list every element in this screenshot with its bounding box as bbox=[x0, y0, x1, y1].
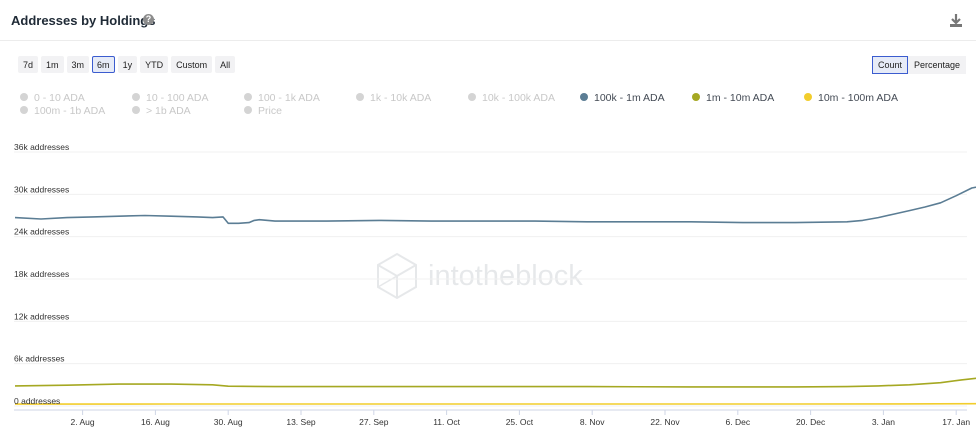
count-button[interactable]: Count bbox=[872, 56, 909, 74]
y-tick-label: 30k addresses bbox=[14, 184, 69, 194]
y-tick-label: 36k addresses bbox=[14, 142, 69, 152]
legend-dot-icon bbox=[20, 93, 28, 101]
legend-item[interactable]: 100k - 1m ADA bbox=[580, 92, 665, 104]
x-tick-label: 16. Aug bbox=[141, 417, 170, 427]
legend-dot-icon bbox=[244, 93, 252, 101]
legend-label: 100k - 1m ADA bbox=[594, 92, 665, 104]
x-tick-label: 30. Aug bbox=[214, 417, 243, 427]
x-tick-label: 27. Sep bbox=[359, 417, 389, 427]
legend-dot-icon bbox=[356, 93, 364, 101]
legend-item[interactable]: 10m - 100m ADA bbox=[804, 92, 898, 104]
series-line[interactable] bbox=[14, 377, 976, 388]
legend-dot-icon bbox=[132, 93, 140, 101]
legend-item[interactable]: 10k - 100k ADA bbox=[468, 92, 555, 104]
legend-label: 0 - 10 ADA bbox=[34, 92, 85, 104]
legend-dot-icon bbox=[468, 93, 476, 101]
legend-label: 100 - 1k ADA bbox=[258, 92, 320, 104]
chart-legend: 0 - 10 ADA 10 - 100 ADA 100 - 1k ADA 1k - 1… bbox=[0, 92, 976, 122]
mode-button-group: Count Percentage bbox=[872, 56, 967, 74]
x-tick-label: 22. Nov bbox=[650, 417, 680, 427]
intotheblock-watermark: intotheblock bbox=[377, 252, 583, 300]
legend-item[interactable]: 1k - 10k ADA bbox=[356, 92, 431, 104]
range-button-3m[interactable]: 3m bbox=[66, 56, 90, 73]
legend-dot-icon bbox=[132, 106, 140, 114]
legend-label: 1k - 10k ADA bbox=[370, 92, 432, 104]
x-tick-label: 6. Dec bbox=[726, 417, 751, 427]
legend-label: 10m - 100m ADA bbox=[818, 92, 898, 104]
legend-item[interactable]: 10 - 100 ADA bbox=[132, 92, 208, 104]
x-tick-label: 8. Nov bbox=[580, 417, 605, 427]
range-button-7d[interactable]: 7d bbox=[18, 56, 39, 73]
legend-dot-icon bbox=[244, 106, 252, 114]
range-button-ytd[interactable]: YTD bbox=[140, 56, 169, 73]
legend-item[interactable]: 0 - 10 ADA bbox=[20, 92, 85, 104]
legend-dot-icon bbox=[580, 93, 588, 101]
legend-dot-icon bbox=[20, 106, 28, 114]
y-tick-label: 12k addresses bbox=[14, 311, 69, 321]
series-line[interactable] bbox=[14, 185, 976, 225]
legend-label: > 1b ADA bbox=[146, 105, 191, 117]
x-tick-label: 11. Oct bbox=[433, 417, 460, 427]
x-tick-label: 25. Oct bbox=[506, 417, 534, 427]
x-tick-label: 13. Sep bbox=[286, 417, 316, 427]
range-button-custom[interactable]: Custom bbox=[171, 56, 213, 73]
legend-label: 1m - 10m ADA bbox=[706, 92, 775, 104]
x-tick-label: 2. Aug bbox=[71, 417, 95, 427]
watermark-text: intotheblock bbox=[428, 260, 583, 292]
y-tick-label: 0 addresses bbox=[14, 396, 60, 406]
y-tick-label: 24k addresses bbox=[14, 227, 69, 237]
x-tick-label: 20. Dec bbox=[796, 417, 826, 427]
legend-label: 10 - 100 ADA bbox=[146, 92, 209, 104]
y-tick-label: 6k addresses bbox=[14, 354, 65, 364]
range-button-6m[interactable]: 6m bbox=[92, 56, 115, 73]
legend-dot-icon bbox=[692, 93, 700, 101]
download-icon[interactable] bbox=[948, 12, 964, 28]
range-button-group: 7d 1m 3m 6m 1y YTD Custom All bbox=[18, 56, 236, 73]
range-button-1m[interactable]: 1m bbox=[41, 56, 64, 73]
legend-item[interactable]: > 1b ADA bbox=[132, 105, 191, 117]
legend-label: 100m - 1b ADA bbox=[34, 105, 106, 117]
line-chart: intotheblock 0 addresses 6k addresses 12k … bbox=[14, 142, 976, 427]
legend-item[interactable]: Price bbox=[244, 105, 282, 117]
legend-dot-icon bbox=[804, 93, 812, 101]
legend-item[interactable]: 100 - 1k ADA bbox=[244, 92, 320, 104]
chart-title: Addresses by Holdings bbox=[11, 13, 156, 28]
range-button-1y[interactable]: 1y bbox=[117, 56, 138, 73]
x-tick-label: 3. Jan bbox=[872, 417, 895, 427]
question-circle-icon[interactable]: ? bbox=[143, 14, 154, 25]
percentage-button[interactable]: Percentage bbox=[908, 56, 967, 74]
legend-item[interactable]: 100m - 1b ADA bbox=[20, 105, 105, 117]
legend-item[interactable]: 1m - 10m ADA bbox=[692, 92, 774, 104]
y-tick-label: 18k addresses bbox=[14, 269, 69, 279]
range-button-all[interactable]: All bbox=[215, 56, 236, 73]
legend-label: Price bbox=[258, 105, 282, 117]
legend-label: 10k - 100k ADA bbox=[482, 92, 555, 104]
chart-header: Addresses by Holdings ? bbox=[0, 0, 976, 41]
x-tick-label: 17. Jan bbox=[942, 417, 970, 427]
